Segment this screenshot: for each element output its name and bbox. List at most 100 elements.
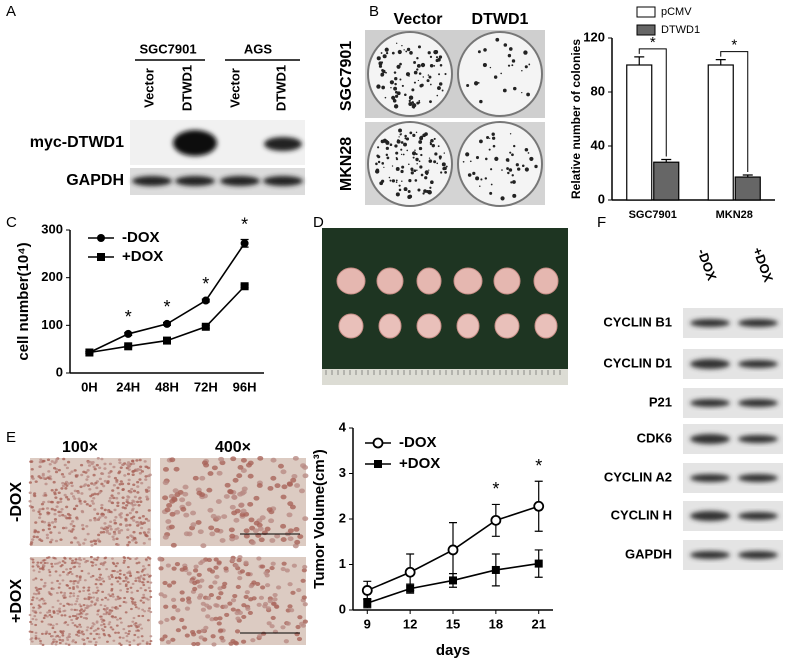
- x-tick-label: 15: [446, 616, 460, 631]
- cell: [125, 634, 129, 638]
- cell: [128, 511, 132, 515]
- cell: [89, 575, 93, 579]
- colony: [408, 101, 413, 106]
- colony: [411, 151, 417, 156]
- colony: [433, 160, 437, 164]
- cell: [132, 489, 137, 493]
- cell: [203, 462, 210, 468]
- colony: [400, 133, 402, 135]
- tumor: [534, 313, 558, 339]
- cell: [38, 460, 42, 464]
- colony: [392, 98, 397, 103]
- cell: [40, 578, 43, 581]
- y-tick-label: 0: [598, 191, 605, 206]
- cell: [166, 583, 173, 588]
- charts: Relative number of colonies 04080120SGC79…: [15, 6, 775, 659]
- cell: [104, 596, 108, 600]
- colony: [527, 152, 530, 154]
- significance-star: *: [731, 37, 737, 54]
- cell: [73, 489, 77, 493]
- cell: [30, 640, 34, 643]
- colony: [441, 162, 446, 167]
- cell: [28, 481, 33, 484]
- cell: [100, 506, 104, 510]
- cell: [87, 589, 91, 592]
- cell: [243, 560, 249, 565]
- cell: [71, 495, 76, 498]
- marker: [449, 576, 457, 585]
- cell: [118, 569, 122, 572]
- cell: [199, 475, 206, 481]
- cell: [243, 533, 250, 539]
- cell: [146, 466, 151, 470]
- significance-star: *: [492, 479, 499, 499]
- cell: [196, 572, 202, 577]
- cell: [236, 558, 242, 563]
- cell: [141, 639, 145, 643]
- cell: [286, 481, 293, 487]
- cell: [96, 609, 100, 613]
- colony: [511, 153, 514, 157]
- cell: [130, 535, 134, 538]
- cell: [247, 610, 253, 615]
- cell: [286, 512, 293, 518]
- cell: [53, 466, 57, 470]
- cell: [43, 581, 47, 585]
- cell: [243, 528, 250, 534]
- marker: [491, 565, 500, 574]
- y-tick-label: 40: [591, 137, 605, 152]
- cell: [113, 508, 117, 512]
- colony: [391, 51, 395, 55]
- colony: [436, 94, 439, 97]
- cell: [37, 475, 41, 478]
- colony: [396, 42, 398, 44]
- cell: [70, 470, 74, 473]
- cell: [140, 627, 144, 630]
- cell: [38, 465, 42, 468]
- cell: [118, 604, 122, 607]
- cell: [300, 463, 307, 469]
- cell: [41, 474, 45, 477]
- cell: [76, 491, 81, 494]
- cell: [136, 500, 140, 504]
- cell: [134, 606, 138, 609]
- cell: [113, 532, 117, 536]
- cell: [111, 489, 115, 492]
- x-tick-label: 21: [531, 616, 545, 631]
- cell: [72, 594, 76, 598]
- cell: [80, 473, 84, 477]
- x-tick-label: 18: [489, 616, 503, 631]
- colony: [401, 180, 403, 182]
- band: [263, 176, 303, 186]
- cell: [179, 590, 185, 595]
- colony: [441, 89, 444, 92]
- cell: [133, 601, 137, 604]
- cell: [80, 608, 84, 611]
- cell: [142, 542, 146, 545]
- cell: [70, 530, 74, 533]
- cell: [68, 615, 72, 618]
- marker: [490, 514, 502, 526]
- column-label: Vector: [394, 11, 443, 28]
- colony: [511, 64, 514, 67]
- cell: [131, 473, 135, 476]
- cell: [92, 539, 96, 543]
- tumor: [494, 313, 520, 339]
- bar: [707, 64, 734, 201]
- cell: [87, 598, 91, 601]
- colony: [379, 181, 384, 186]
- cell: [217, 616, 223, 621]
- cell: [122, 600, 126, 604]
- colony: [424, 176, 428, 180]
- cell: [98, 540, 102, 543]
- cell: [133, 469, 137, 472]
- cell: [266, 507, 273, 513]
- cell: [63, 557, 67, 560]
- marker: [85, 348, 94, 357]
- cell: [281, 484, 288, 490]
- cell: [210, 634, 216, 639]
- cell: [84, 617, 88, 620]
- cell: [195, 520, 202, 525]
- cell: [302, 619, 308, 624]
- cell: [57, 510, 61, 514]
